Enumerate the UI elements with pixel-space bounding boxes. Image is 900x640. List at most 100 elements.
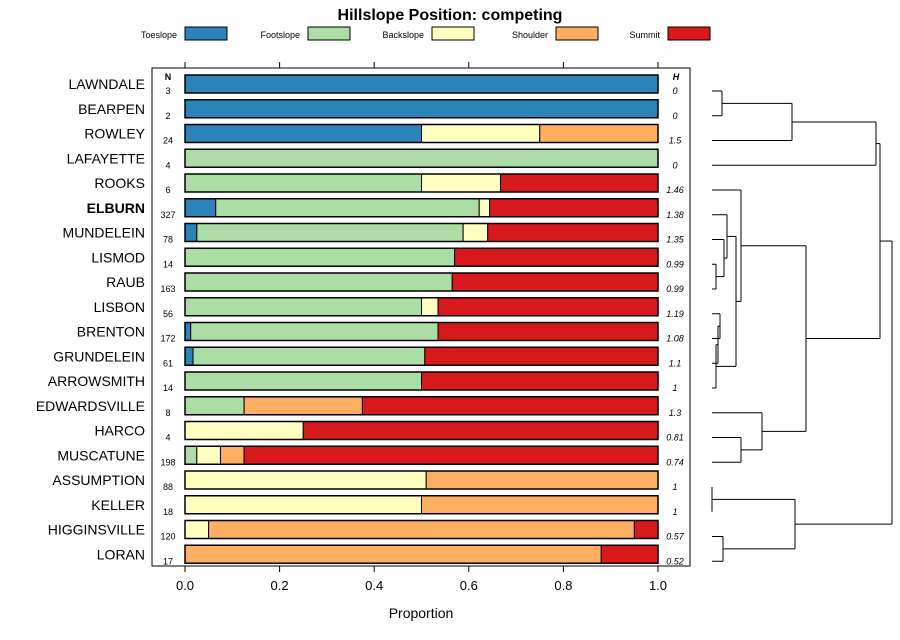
h-value: 1.35: [666, 235, 685, 245]
bar-segment-summit: [361, 396, 659, 416]
bar-outline: [184, 470, 659, 490]
h-value: 1.19: [666, 309, 684, 319]
bar-segment-shoulder: [184, 544, 602, 564]
row-label: MUSCATUNE: [57, 447, 145, 463]
bar-segment-footslope: [184, 371, 422, 391]
h-value: 0.81: [666, 433, 684, 443]
row-label: ASSUMPTION: [52, 472, 145, 488]
bar-segment-footslope: [184, 272, 453, 292]
row-label: HIGGINSVILLE: [48, 522, 145, 538]
legend-swatch: [667, 26, 711, 41]
row-label: LAWNDALE: [68, 76, 145, 92]
row-label: EDWARDSVILLE: [36, 398, 145, 414]
bar-segment-summit: [437, 322, 659, 341]
bar-segment-shoulder: [219, 445, 245, 465]
bar-segment-backslope: [421, 173, 501, 193]
bar-outline: [184, 519, 659, 540]
bar-segment-footslope: [184, 445, 198, 465]
bar-segment-summit: [243, 445, 659, 465]
bar-outline: [184, 272, 659, 292]
bar-segment-toeslope: [184, 198, 217, 218]
h-value: 0.99: [666, 284, 684, 294]
h-value: 1.38: [666, 210, 684, 220]
row-label: ELBURN: [87, 200, 145, 216]
bar-outline: [184, 445, 659, 465]
n-value: 78: [163, 235, 173, 245]
bar-segment-shoulder: [421, 495, 659, 515]
row-label: ARROWSMITH: [48, 373, 145, 389]
bar-segment-footslope: [196, 223, 464, 242]
bar-segment-footslope: [184, 247, 456, 267]
bar-segment-shoulder: [425, 470, 659, 490]
h-value: 1.5: [669, 136, 683, 146]
h-value: 1.46: [666, 185, 684, 195]
bar-segment-backslope: [184, 470, 427, 490]
row-labels: LAWNDALE BEARPEN ROWLEY LAFAYETTE ROOKS ELBUR…: [36, 76, 146, 562]
bar-segment-backslope: [184, 495, 422, 515]
bar-segment-backslope: [462, 223, 489, 242]
n-value: 56: [163, 309, 173, 319]
h-value: 1: [672, 383, 677, 393]
legend: Toeslope Footslope Backslope Shoulder Summit: [141, 26, 711, 41]
bar-segment-shoulder: [539, 124, 659, 143]
bar-segment-summit: [421, 371, 659, 391]
bar-segment-footslope: [190, 322, 439, 341]
n-value: 3: [165, 86, 170, 96]
bar-segment-toeslope: [184, 99, 659, 119]
n-value: 61: [163, 358, 173, 368]
legend-swatch: [555, 26, 599, 41]
bar-outline: [184, 222, 659, 243]
h-value: 0.99: [666, 259, 684, 269]
bar-segment-summit: [633, 520, 659, 539]
bar-segment-footslope: [184, 396, 245, 416]
h-value: 1: [672, 482, 677, 492]
bar-outline: [184, 321, 659, 342]
x-tick-label: 1.0: [649, 578, 667, 593]
bar-segment-backslope: [478, 198, 491, 218]
bar-segment-footslope: [192, 346, 426, 366]
x-tick-label: 0.2: [271, 578, 289, 593]
bar-segment-summit: [600, 544, 659, 564]
row-label: HARCO: [94, 423, 145, 439]
bar-segment-shoulder: [243, 396, 363, 416]
row-label: LORAN: [97, 546, 145, 562]
bar-segment-footslope: [184, 148, 659, 168]
n-value: 163: [160, 284, 175, 294]
legend-label: Toeslope: [141, 30, 177, 40]
x-tick-label: 0.0: [176, 578, 194, 593]
h-value: 1.3: [669, 408, 682, 418]
bar-outline: [184, 420, 659, 441]
bar-segment-summit: [302, 421, 659, 440]
bar-outline: [184, 371, 659, 391]
bar-outline: [184, 173, 659, 193]
bar-segment-backslope: [421, 297, 439, 317]
h-value: 0.74: [666, 457, 684, 467]
row-label: BRENTON: [77, 324, 145, 340]
row-label: LISBON: [94, 299, 145, 315]
n-value: 8: [165, 408, 170, 418]
x-axis-label: Proportion: [389, 605, 454, 621]
bar-segment-backslope: [184, 421, 304, 440]
bar-outline: [184, 74, 659, 94]
bar-segment-summit: [454, 247, 659, 267]
bar-segment-backslope: [196, 445, 221, 465]
h-value: 1.1: [669, 358, 682, 368]
n-value: 17: [163, 556, 173, 566]
bar-segment-footslope: [184, 297, 422, 317]
dendrogram: [711, 90, 893, 562]
bar-segment-toeslope: [184, 322, 192, 341]
n-value: 327: [160, 210, 175, 220]
n-value: 6: [165, 185, 170, 195]
bar-outline: [184, 495, 659, 515]
n-value: 2: [165, 111, 170, 121]
bar-segment-toeslope: [184, 223, 198, 242]
legend-swatch: [431, 26, 475, 41]
bar-segment-toeslope: [184, 124, 422, 143]
legend-label: Summit: [629, 30, 660, 40]
n-value: 198: [160, 457, 175, 467]
h-value: 0: [672, 86, 677, 96]
x-axis: 0.0 0.2 0.4 0.6 0.8 1.0: [176, 566, 667, 593]
h-value: 0: [672, 160, 677, 170]
bar-segment-shoulder: [208, 520, 635, 539]
